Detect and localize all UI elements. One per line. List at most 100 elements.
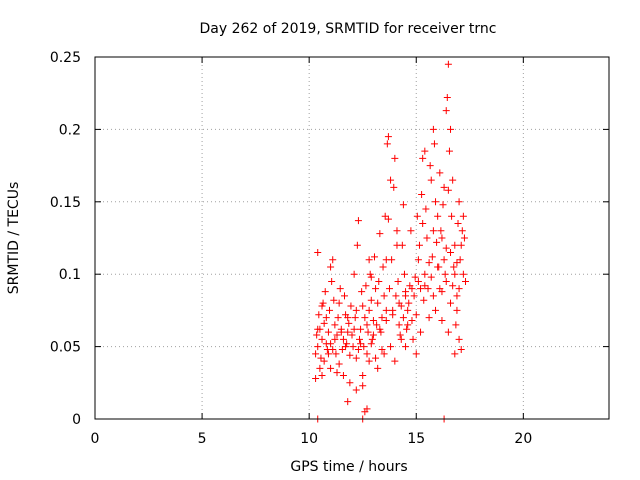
- data-point: [363, 350, 371, 358]
- data-point: [402, 343, 410, 351]
- data-point: [322, 340, 330, 348]
- data-point: [327, 364, 335, 372]
- data-point: [362, 282, 370, 290]
- data-point: [317, 354, 325, 362]
- data-point: [448, 212, 456, 220]
- data-point: [395, 299, 403, 307]
- data-point: [459, 270, 467, 278]
- data-point: [444, 328, 452, 336]
- data-point: [369, 331, 377, 339]
- data-point: [321, 288, 329, 296]
- data-point: [382, 317, 390, 325]
- data-point: [342, 343, 350, 351]
- data-point: [432, 306, 440, 314]
- data-point: [436, 169, 444, 177]
- data-point: [412, 350, 420, 358]
- data-point: [452, 321, 460, 329]
- data-point: [376, 325, 384, 333]
- data-point: [334, 314, 342, 322]
- data-point: [382, 306, 390, 314]
- data-point: [349, 343, 357, 351]
- chart-title: Day 262 of 2019, SRMTID for receiver trn…: [200, 21, 497, 37]
- data-point: [456, 256, 464, 264]
- data-point: [442, 107, 450, 115]
- data-point: [329, 345, 337, 353]
- axis-ticks: 0 5 10 15 20 0 0.05 0.1 0.15 0.2 0.25: [50, 50, 609, 447]
- data-point: [389, 306, 397, 314]
- data-point: [366, 270, 374, 278]
- data-point: [328, 277, 336, 285]
- data-point: [320, 319, 328, 327]
- x-tick-label: 10: [300, 431, 318, 447]
- data-point: [442, 277, 450, 285]
- data-point: [350, 270, 358, 278]
- data-point: [414, 277, 422, 285]
- data-point: [382, 256, 390, 264]
- data-point: [441, 270, 449, 278]
- data-point: [444, 186, 452, 194]
- data-point: [381, 212, 389, 220]
- data-point: [344, 398, 352, 406]
- data-point: [396, 331, 404, 339]
- data-point: [438, 234, 446, 242]
- data-point: [377, 328, 385, 336]
- data-point: [330, 296, 338, 304]
- data-point: [359, 382, 367, 390]
- data-point: [348, 331, 356, 339]
- data-point: [399, 314, 407, 322]
- data-point: [455, 285, 463, 293]
- data-point: [432, 198, 440, 206]
- data-point: [417, 328, 425, 336]
- x-axis-label: GPS time / hours: [290, 459, 407, 475]
- data-point: [331, 335, 339, 343]
- data-point: [457, 345, 465, 353]
- data-point: [408, 285, 416, 293]
- data-point: [394, 277, 402, 285]
- plot-frame: [94, 56, 610, 420]
- data-point: [409, 335, 417, 343]
- data-point: [345, 319, 353, 327]
- data-point: [443, 94, 451, 102]
- data-point: [404, 306, 412, 314]
- data-point: [405, 299, 413, 307]
- data-point: [322, 314, 330, 322]
- data-point: [426, 162, 434, 170]
- data-point: [442, 244, 450, 252]
- data-point: [428, 253, 436, 261]
- data-point: [395, 321, 403, 329]
- data-point: [332, 350, 340, 358]
- data-point: [329, 256, 337, 264]
- data-point: [419, 220, 427, 228]
- data-point: [415, 241, 423, 249]
- data-point: [387, 176, 395, 184]
- data-point: [318, 302, 326, 310]
- data-point: [347, 302, 355, 310]
- data-point: [312, 374, 320, 382]
- data-point: [429, 125, 437, 133]
- x-tick-label: 5: [198, 431, 207, 447]
- data-points: [312, 60, 470, 423]
- data-point: [462, 277, 470, 285]
- data-point: [440, 256, 448, 264]
- data-point: [407, 227, 415, 235]
- data-point: [354, 345, 362, 353]
- x-tick-label: 20: [514, 431, 532, 447]
- data-point: [392, 292, 400, 300]
- y-tick-label: 0.15: [50, 195, 81, 211]
- data-point: [385, 285, 393, 293]
- data-point: [454, 220, 462, 228]
- data-point: [352, 354, 360, 362]
- data-point: [390, 183, 398, 191]
- data-point: [420, 296, 428, 304]
- data-point: [444, 60, 452, 68]
- x-tick-label: 15: [407, 431, 425, 447]
- data-point: [402, 292, 410, 300]
- data-point: [374, 299, 382, 307]
- data-point: [434, 263, 442, 271]
- data-point: [357, 325, 365, 333]
- data-point: [313, 331, 321, 339]
- data-point: [384, 133, 392, 141]
- data-point: [414, 256, 422, 264]
- data-point: [336, 285, 344, 293]
- data-point: [433, 238, 441, 246]
